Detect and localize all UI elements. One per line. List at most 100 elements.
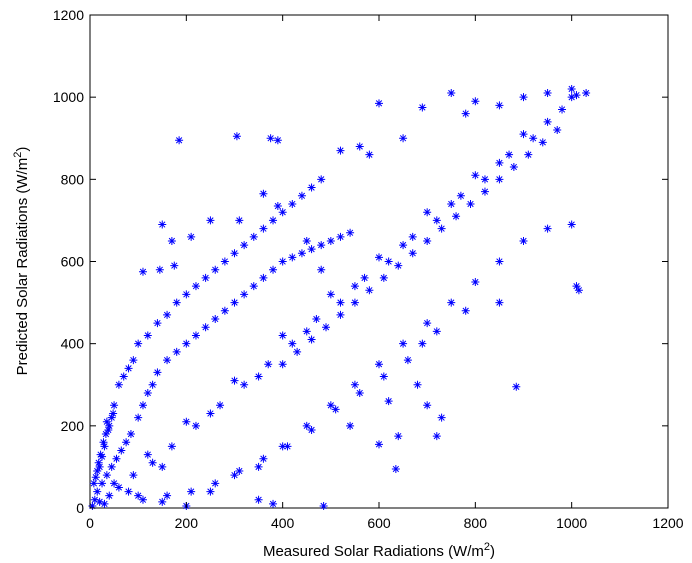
data-point (538, 138, 547, 147)
data-point (148, 458, 157, 467)
data-point (138, 267, 147, 276)
data-point (495, 257, 504, 266)
data-point (102, 471, 111, 480)
data-point (100, 499, 109, 508)
data-point (519, 236, 528, 245)
data-point (240, 290, 249, 299)
data-point (163, 310, 172, 319)
data-point (437, 224, 446, 233)
data-point (122, 438, 131, 447)
data-point (326, 290, 335, 299)
data-point (336, 146, 345, 155)
data-point (365, 150, 374, 159)
data-point (254, 495, 263, 504)
data-point (423, 236, 432, 245)
data-point (187, 232, 196, 241)
data-point (495, 175, 504, 184)
x-tick-label: 600 (367, 515, 391, 531)
data-point (101, 430, 110, 439)
data-point (175, 136, 184, 145)
data-point (201, 323, 210, 332)
x-tick-label: 0 (86, 515, 94, 531)
data-point (399, 339, 408, 348)
data-point (336, 298, 345, 307)
data-point (466, 199, 475, 208)
data-point (240, 380, 249, 389)
data-point (288, 253, 297, 262)
data-point (297, 249, 306, 258)
data-point (297, 191, 306, 200)
data-point (384, 257, 393, 266)
data-point (375, 360, 383, 369)
data-point (480, 175, 489, 184)
data-point (220, 306, 229, 315)
data-point (312, 315, 321, 324)
data-point (326, 401, 335, 410)
data-point (375, 440, 383, 449)
data-point (99, 438, 108, 447)
data-point (471, 171, 480, 180)
data-point (102, 417, 111, 426)
data-point (302, 236, 311, 245)
data-point (187, 487, 196, 496)
data-point (220, 257, 229, 266)
data-point (88, 501, 97, 510)
data-point (134, 339, 143, 348)
data-point (206, 487, 215, 496)
data-point (553, 126, 562, 135)
data-point (94, 458, 103, 467)
data-point (375, 253, 383, 262)
data-point (461, 109, 470, 118)
data-point (138, 401, 147, 410)
data-point (379, 273, 388, 282)
data-point (143, 388, 152, 397)
data-point (350, 282, 359, 291)
data-point (572, 282, 581, 291)
data-point (432, 432, 441, 441)
data-point (153, 319, 162, 328)
data-point (403, 356, 412, 365)
data-point (182, 339, 191, 348)
data-point (543, 89, 552, 98)
data-point (259, 224, 268, 233)
data-point (134, 413, 143, 422)
data-point (432, 327, 441, 336)
data-point (278, 257, 287, 266)
x-axis-ticks: 0 200 400 600 800 1000 1200 (86, 15, 684, 531)
x-tick-label: 1000 (556, 515, 587, 531)
data-point (524, 150, 533, 159)
data-point (319, 501, 328, 510)
y-tick-label: 400 (61, 336, 85, 352)
data-point (582, 89, 591, 98)
y-tick-label: 200 (61, 418, 85, 434)
data-point (452, 212, 461, 221)
data-point (167, 442, 176, 451)
data-point (158, 462, 167, 471)
data-point (155, 265, 164, 274)
data-point (278, 208, 287, 217)
data-point (355, 142, 364, 151)
x-tick-label: 800 (464, 515, 488, 531)
data-point (129, 356, 138, 365)
data-point (379, 372, 388, 381)
data-point (317, 265, 326, 274)
data-point (117, 446, 126, 455)
data-point (288, 199, 297, 208)
data-point (143, 450, 152, 459)
data-point (567, 84, 576, 93)
data-point (543, 117, 552, 126)
data-point (543, 224, 552, 233)
data-point (163, 356, 172, 365)
data-point (350, 380, 359, 389)
data-point (558, 105, 567, 114)
data-point (375, 99, 383, 108)
data-point (461, 306, 470, 315)
data-point (254, 462, 263, 471)
data-point (418, 339, 427, 348)
data-point (307, 245, 316, 254)
data-point (336, 232, 345, 241)
data-point (90, 495, 99, 504)
data-point (216, 401, 225, 410)
data-point (317, 241, 326, 250)
data-point (471, 97, 480, 106)
